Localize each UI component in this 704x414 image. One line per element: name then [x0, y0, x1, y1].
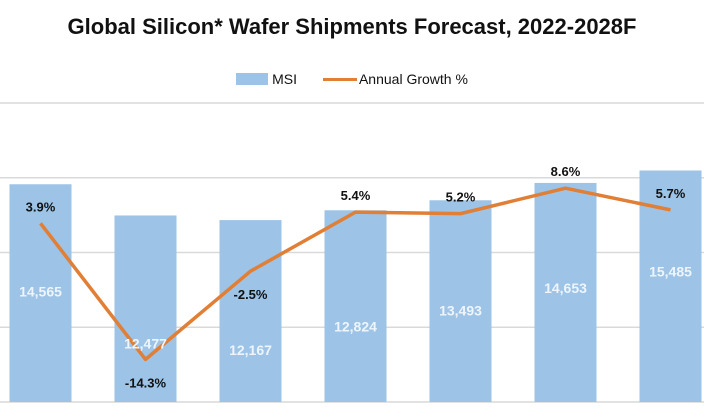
bar [324, 210, 387, 402]
bar [9, 184, 72, 402]
bar [114, 215, 177, 402]
bar-data-label: 15,485 [649, 263, 692, 279]
legend-swatch-growth [322, 77, 357, 81]
growth-data-label: -14.3% [125, 375, 167, 390]
bar-data-label: 12,824 [334, 318, 377, 334]
bar-data-label: 14,653 [544, 280, 587, 296]
bar-data-label: 12,167 [229, 342, 272, 358]
growth-data-label: 5.2% [446, 190, 476, 205]
legend: MSI Annual Growth % [0, 71, 704, 87]
bar [534, 182, 597, 402]
growth-line [39, 186, 671, 362]
legend-swatch-msi [236, 73, 269, 85]
bar [219, 220, 282, 402]
chart-title: Global Silicon* Wafer Shipments Forecast… [67, 14, 637, 39]
legend-label-msi: MSI [272, 71, 297, 87]
legend-label-growth: Annual Growth % [358, 71, 468, 87]
growth-data-label: -2.5% [234, 287, 268, 302]
bar-data-label: 12,477 [124, 335, 167, 351]
growth-data-label: 5.7% [656, 186, 686, 201]
bar-data-label: 13,493 [439, 302, 482, 318]
bar-data-label: 14,565 [19, 283, 62, 299]
growth-data-label: 3.9% [26, 199, 56, 214]
growth-data-label: 5.4% [341, 188, 371, 203]
growth-data-label: 8.6% [551, 164, 581, 179]
bar [429, 200, 492, 402]
